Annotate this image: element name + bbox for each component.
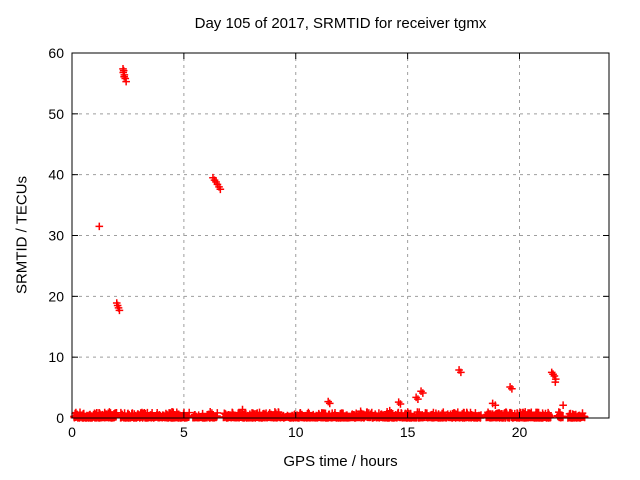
x-tick-label: 10	[288, 424, 304, 440]
x-tick-label: 0	[68, 424, 76, 440]
y-tick-label: 50	[48, 106, 64, 122]
y-tick-label: 30	[48, 228, 64, 244]
data-point	[491, 401, 500, 410]
data-point	[394, 398, 403, 406]
data-point	[396, 400, 405, 408]
data-point	[324, 397, 332, 406]
data-point	[414, 395, 422, 403]
data-point	[115, 306, 124, 315]
data-point	[385, 406, 394, 415]
y-tick-label: 10	[48, 349, 64, 365]
x-tick-label: 20	[512, 424, 528, 440]
data-point	[216, 185, 225, 194]
x-tick-label: 5	[180, 424, 188, 440]
x-axis-label: GPS time / hours	[283, 453, 398, 470]
data-point	[506, 383, 514, 391]
y-tick-label: 0	[56, 410, 64, 426]
data-point	[356, 407, 365, 416]
data-point	[551, 378, 560, 386]
y-tick-label: 20	[48, 288, 64, 304]
data-point	[559, 401, 567, 410]
data-point	[508, 385, 516, 393]
baseline-band-points	[70, 405, 589, 422]
data-point	[457, 368, 465, 377]
x-tick-label: 15	[400, 424, 416, 440]
data-point	[325, 399, 334, 408]
data-point	[122, 77, 130, 86]
data-point	[95, 222, 104, 231]
data-point	[412, 393, 420, 402]
chart-title: Day 105 of 2017, SRMTID for receiver tgm…	[194, 15, 487, 32]
data-point	[417, 387, 425, 396]
y-tick-label: 60	[48, 45, 64, 61]
y-tick-label: 40	[48, 167, 64, 183]
data-point	[419, 389, 427, 397]
y-axis-label: SRMTID / TECUs	[13, 175, 31, 295]
